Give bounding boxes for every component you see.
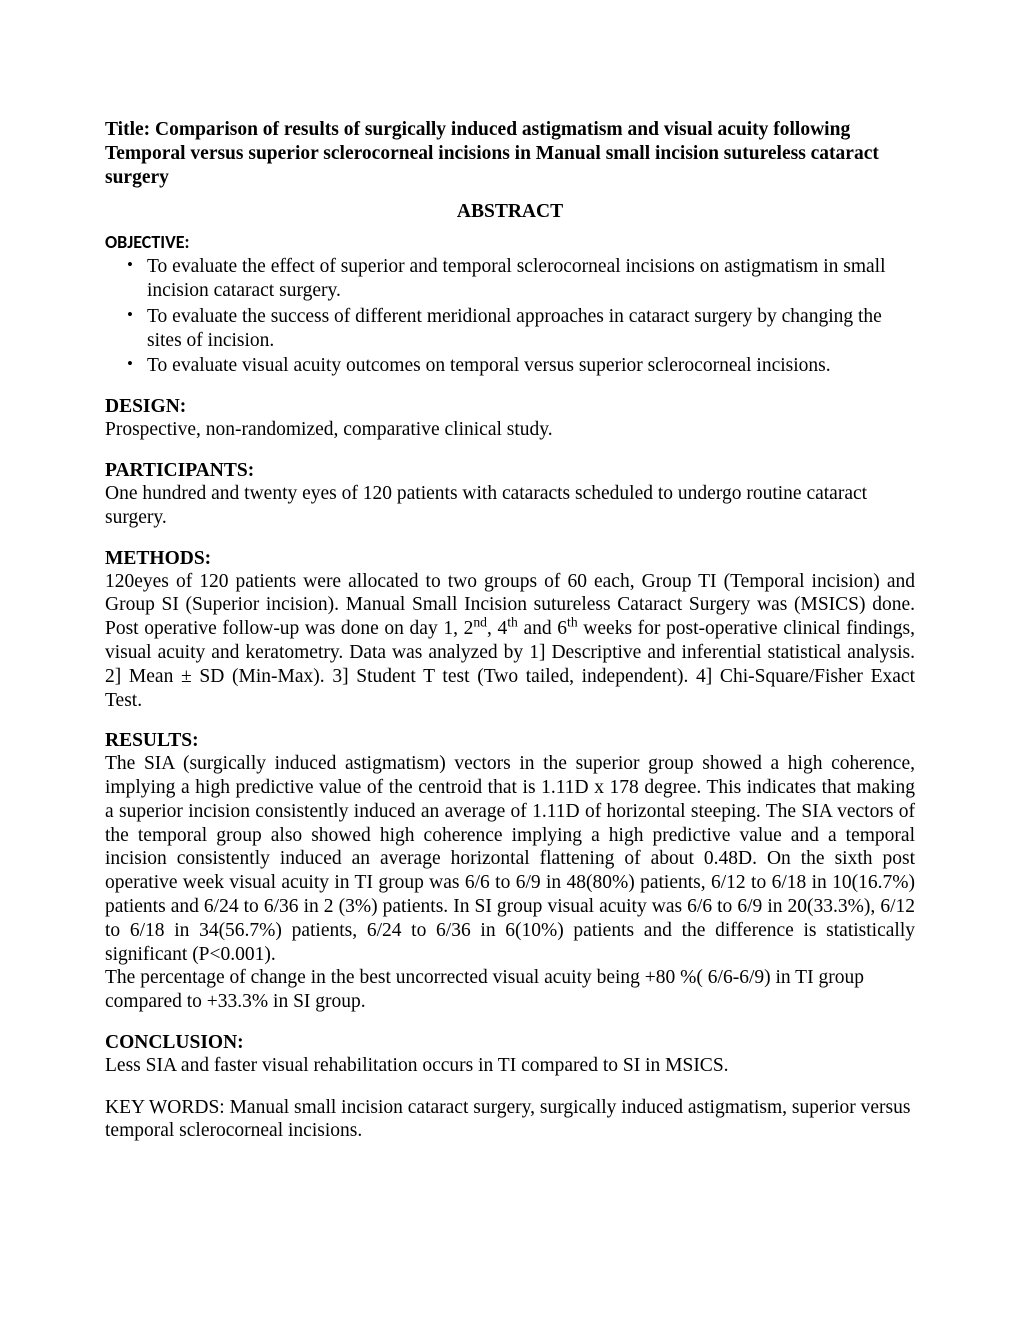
participants-heading: PARTICIPANTS: <box>105 460 915 482</box>
conclusion-text: Less SIA and faster visual rehabilitatio… <box>105 1054 915 1078</box>
participants-text: One hundred and twenty eyes of 120 patie… <box>105 482 915 530</box>
design-heading: DESIGN: <box>105 396 915 418</box>
objective-heading: OBJECTIVE: <box>105 231 915 253</box>
results-text-2: The percentage of change in the best unc… <box>105 966 915 1014</box>
keywords-text: KEY WORDS: Manual small incision catarac… <box>105 1096 915 1144</box>
results-heading: RESULTS: <box>105 730 915 752</box>
list-item: To evaluate visual acuity outcomes on te… <box>105 354 915 378</box>
design-text: Prospective, non-randomized, comparative… <box>105 418 915 442</box>
list-item: To evaluate the effect of superior and t… <box>105 255 915 303</box>
objective-list: To evaluate the effect of superior and t… <box>105 255 915 378</box>
abstract-heading: ABSTRACT <box>105 201 915 223</box>
results-text-1: The SIA (surgically induced astigmatism)… <box>105 752 915 966</box>
list-item: To evaluate the success of different mer… <box>105 305 915 353</box>
document-title: Title: Comparison of results of surgical… <box>105 118 915 189</box>
conclusion-heading: CONCLUSION: <box>105 1032 915 1054</box>
methods-heading: METHODS: <box>105 548 915 570</box>
methods-text: 120eyes of 120 patients were allocated t… <box>105 570 915 713</box>
